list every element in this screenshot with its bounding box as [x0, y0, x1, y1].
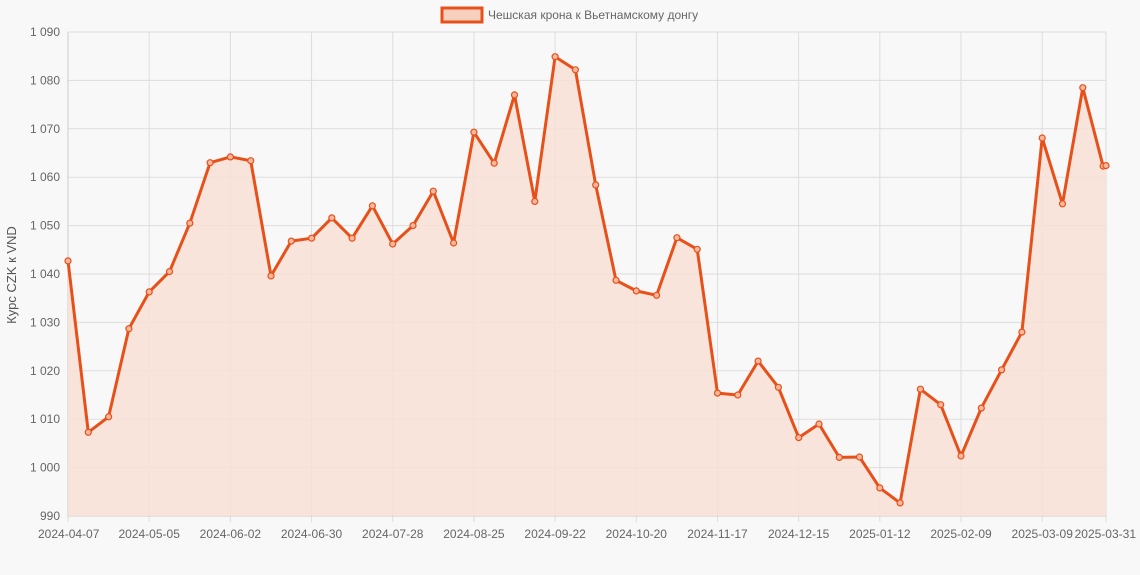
x-tick-label: 2024-06-30 — [281, 527, 343, 541]
data-point[interactable] — [957, 452, 965, 460]
x-tick-label: 2024-10-20 — [606, 527, 668, 541]
data-point[interactable] — [470, 128, 478, 136]
data-point[interactable] — [125, 325, 133, 333]
data-point[interactable] — [247, 157, 255, 165]
data-point[interactable] — [652, 291, 661, 299]
x-tick-label: 2025-01-12 — [849, 527, 911, 541]
data-point[interactable] — [490, 159, 498, 167]
data-point[interactable] — [328, 214, 336, 222]
y-tick-label: 1 060 — [30, 170, 60, 184]
y-tick-label: 1 080 — [30, 73, 60, 87]
y-tick-label: 1 000 — [30, 461, 60, 475]
y-tick-labels: 1 090 1 080 1 070 1 060 1 050 1 040 1 030 1 020… — [30, 25, 60, 523]
data-point[interactable] — [287, 237, 295, 245]
y-tick-label: 1 090 — [30, 25, 60, 39]
data-point[interactable] — [774, 383, 783, 391]
data-point[interactable] — [1038, 134, 1046, 142]
y-tick-label: 990 — [40, 509, 60, 523]
data-point[interactable] — [450, 239, 458, 247]
data-point[interactable] — [896, 499, 904, 507]
data-point[interactable] — [592, 181, 600, 189]
x-tick-label: 2024-08-25 — [443, 527, 505, 541]
legend[interactable]: Чешская крона к Вьетнамскому донгу — [440, 6, 698, 24]
x-tick-label: 2024-06-02 — [200, 527, 262, 541]
data-point[interactable] — [1102, 162, 1110, 170]
data-point[interactable] — [734, 391, 742, 399]
data-point[interactable] — [186, 219, 194, 227]
data-point[interactable] — [713, 389, 722, 397]
series-area-fill — [68, 56, 1106, 516]
data-point[interactable] — [165, 268, 174, 276]
data-point[interactable] — [612, 276, 620, 284]
y-tick-label: 1 070 — [30, 122, 60, 136]
data-point[interactable] — [551, 53, 559, 61]
data-point[interactable] — [267, 272, 275, 280]
data-point[interactable] — [673, 234, 681, 242]
legend-swatch[interactable] — [440, 6, 484, 24]
y-axis-title: Курс CZK к VND — [4, 226, 19, 324]
data-point[interactable] — [571, 66, 580, 74]
y-tick-label: 1 020 — [30, 364, 60, 378]
data-point[interactable] — [754, 357, 762, 365]
data-point[interactable] — [1079, 84, 1087, 92]
data-point[interactable] — [693, 245, 701, 253]
data-point[interactable] — [977, 404, 985, 412]
legend-label[interactable]: Чешская крона к Вьетнамскому донгу — [488, 8, 698, 22]
data-point[interactable] — [1018, 328, 1026, 336]
data-point[interactable] — [632, 287, 640, 295]
x-tick-labels: 2024-04-07 2024-05-05 2024-06-02 2024-06-30… — [38, 527, 1136, 541]
y-tick-label: 1 030 — [30, 315, 60, 329]
data-point[interactable] — [389, 240, 397, 248]
data-point[interactable] — [206, 159, 214, 167]
data-point[interactable] — [226, 153, 234, 161]
data-point[interactable] — [104, 413, 113, 421]
data-point[interactable] — [308, 234, 316, 242]
x-tick-label: 2024-05-05 — [118, 527, 180, 541]
x-tick-label: 2024-07-28 — [362, 527, 424, 541]
data-point[interactable] — [997, 366, 1006, 374]
data-point[interactable] — [409, 222, 417, 230]
data-point[interactable] — [835, 453, 843, 461]
data-point[interactable] — [510, 91, 519, 99]
data-point[interactable] — [815, 420, 823, 428]
x-tick-label: 2025-03-09 — [1012, 527, 1074, 541]
data-point[interactable] — [368, 202, 376, 210]
y-tick-label: 1 040 — [30, 267, 60, 281]
data-point[interactable] — [429, 187, 437, 195]
data-point[interactable] — [855, 453, 864, 461]
data-point[interactable] — [876, 484, 884, 492]
data-point[interactable] — [531, 197, 539, 205]
data-point[interactable] — [145, 288, 153, 296]
data-point[interactable] — [64, 257, 72, 265]
data-point[interactable] — [916, 385, 925, 393]
data-point[interactable] — [348, 234, 356, 242]
data-point[interactable] — [1058, 200, 1067, 208]
data-point[interactable] — [937, 401, 945, 409]
y-tick-label: 1 050 — [30, 219, 60, 233]
x-tick-label: 2024-04-07 — [38, 527, 100, 541]
data-point[interactable] — [84, 428, 92, 436]
data-point[interactable] — [795, 434, 803, 442]
x-tick-label: 2024-11-17 — [687, 527, 748, 541]
x-tick-label: 2025-02-09 — [930, 527, 992, 541]
y-tick-label: 1 010 — [30, 412, 60, 426]
plot-area — [64, 53, 1110, 516]
x-tick-label: 2025-03-31 — [1075, 527, 1137, 541]
x-tick-label: 2024-12-15 — [768, 527, 830, 541]
x-tick-label: 2024-09-22 — [524, 527, 586, 541]
